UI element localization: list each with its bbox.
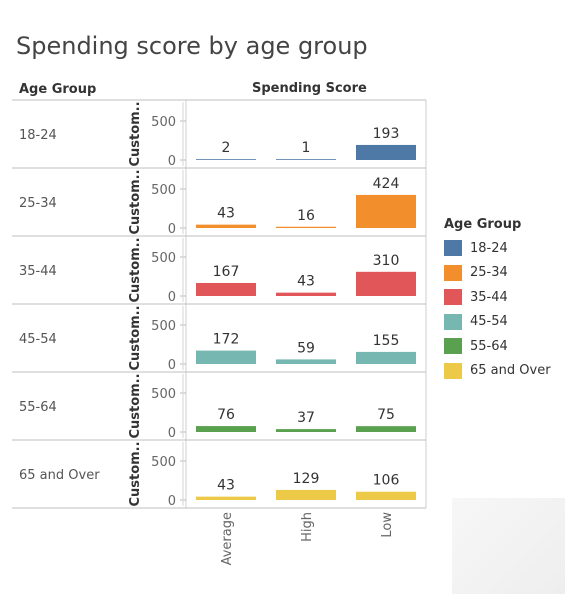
y-tick-label: 500 <box>151 455 176 470</box>
y-tick-label: 500 <box>151 387 176 402</box>
bar <box>196 350 256 364</box>
legend-label: 45-54 <box>470 314 508 330</box>
row-label: 55-64 <box>19 400 57 415</box>
bar <box>196 496 256 500</box>
bar <box>196 224 256 228</box>
legend-item: 18-24 <box>444 236 551 261</box>
y-tick-label: 0 <box>168 222 176 237</box>
bar <box>356 271 416 296</box>
row-label: 65 and Over <box>19 468 100 483</box>
legend-item: 35-44 <box>444 285 551 310</box>
y-axis-label: Custom.. <box>128 373 143 438</box>
x-tick-label: Low <box>380 512 395 538</box>
bar <box>276 489 336 500</box>
column-header: Spending Score <box>252 81 367 96</box>
legend-label: 65 and Over <box>470 363 551 379</box>
legend: Age Group 18-24 25-34 35-44 45-54 55-64 65 an… <box>444 217 551 383</box>
data-label: 43 <box>217 478 235 494</box>
bar <box>356 144 416 160</box>
bar <box>356 194 416 228</box>
x-tick-label: Average <box>220 512 235 565</box>
y-axis-label: Custom.. <box>128 101 143 166</box>
data-label: 2 <box>222 140 231 156</box>
y-axis-label: Custom.. <box>128 305 143 370</box>
bar <box>276 359 336 364</box>
data-label: 1 <box>302 140 311 156</box>
data-label: 424 <box>373 176 400 192</box>
legend-swatch <box>444 362 462 379</box>
y-axis-label: Custom.. <box>128 441 143 506</box>
data-label: 155 <box>373 333 400 349</box>
y-tick-label: 500 <box>151 183 176 198</box>
bar <box>276 429 336 432</box>
bar <box>356 491 416 500</box>
y-axis-label: Custom.. <box>128 237 143 302</box>
row-label: 35-44 <box>19 264 57 279</box>
legend-item: 25-34 <box>444 261 551 286</box>
data-label: 43 <box>297 274 315 290</box>
legend-swatch <box>444 338 462 355</box>
data-label: 172 <box>213 332 240 348</box>
row-header: Age Group <box>19 82 97 97</box>
y-tick-label: 0 <box>168 290 176 305</box>
y-tick-label: 0 <box>168 426 176 441</box>
data-label: 106 <box>373 473 400 489</box>
legend-swatch <box>444 313 462 330</box>
data-label: 76 <box>217 407 235 423</box>
y-tick-label: 0 <box>168 358 176 373</box>
bar <box>196 426 256 432</box>
faded-corner <box>452 498 565 594</box>
bar <box>356 426 416 432</box>
row-label: 45-54 <box>19 332 57 347</box>
chart-title: Spending score by age group <box>16 32 368 60</box>
data-label: 37 <box>297 410 315 426</box>
x-tick-label: High <box>300 512 315 542</box>
bar <box>196 159 256 160</box>
data-label: 16 <box>297 208 315 224</box>
y-tick-label: 500 <box>151 319 176 334</box>
row-label: 25-34 <box>19 196 57 211</box>
data-label: 129 <box>293 471 320 487</box>
data-label: 193 <box>373 126 400 142</box>
y-tick-label: 500 <box>151 251 176 266</box>
data-label: 75 <box>377 407 395 423</box>
y-tick-label: 0 <box>168 494 176 509</box>
y-axis-label: Custom.. <box>128 169 143 234</box>
legend-label: 25-34 <box>470 265 508 281</box>
data-label: 310 <box>373 253 400 269</box>
bar <box>356 351 416 364</box>
legend-swatch <box>444 289 462 306</box>
bar <box>276 226 336 228</box>
legend-swatch <box>444 240 462 257</box>
legend-label: 55-64 <box>470 338 508 354</box>
bar <box>196 282 256 296</box>
data-label: 59 <box>297 340 315 356</box>
data-label: 43 <box>217 206 235 222</box>
legend-item: 55-64 <box>444 334 551 359</box>
data-label: 167 <box>213 264 240 280</box>
legend-item: 45-54 <box>444 310 551 335</box>
row-label: 18-24 <box>19 128 57 143</box>
y-tick-label: 0 <box>168 154 176 169</box>
legend-label: 18-24 <box>470 240 508 256</box>
legend-label: 35-44 <box>470 289 508 305</box>
y-tick-label: 500 <box>151 115 176 130</box>
bar <box>276 159 336 160</box>
bar <box>276 292 336 296</box>
legend-title: Age Group <box>444 217 522 232</box>
legend-swatch <box>444 264 462 281</box>
legend-item: 65 and Over <box>444 359 551 384</box>
